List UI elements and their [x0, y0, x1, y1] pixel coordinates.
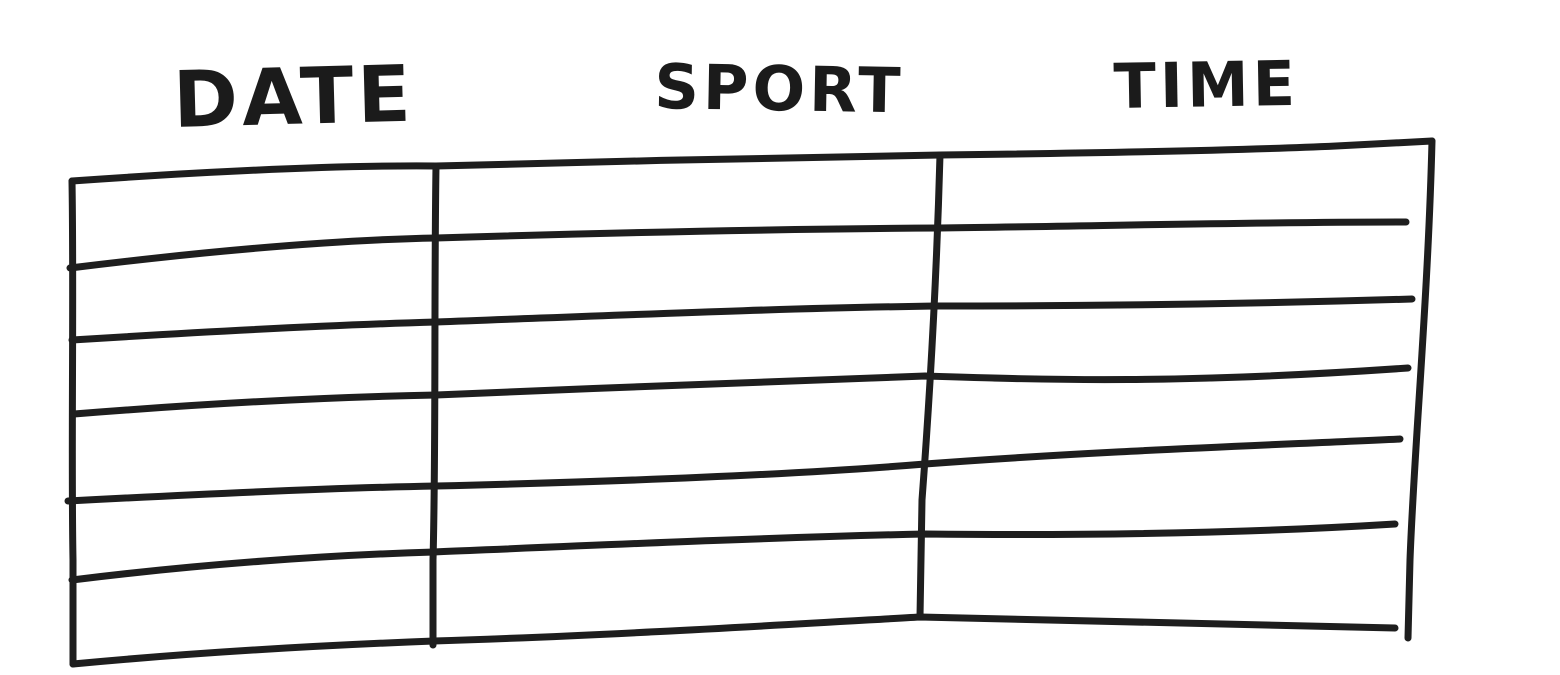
- column-divider-2: [916, 151, 944, 621]
- row-divider-4: [64, 435, 1404, 505]
- table-left-border: [68, 177, 77, 668]
- row-divider-2: [68, 295, 1416, 344]
- row-divider-1: [66, 218, 1410, 272]
- row-divider-5: [68, 520, 1399, 584]
- column-divider-1: [429, 162, 440, 649]
- table-right-border: [1404, 137, 1436, 642]
- row-divider-3: [70, 364, 1412, 418]
- table-bottom-border: [69, 613, 1399, 668]
- table-top-border: [68, 137, 1436, 185]
